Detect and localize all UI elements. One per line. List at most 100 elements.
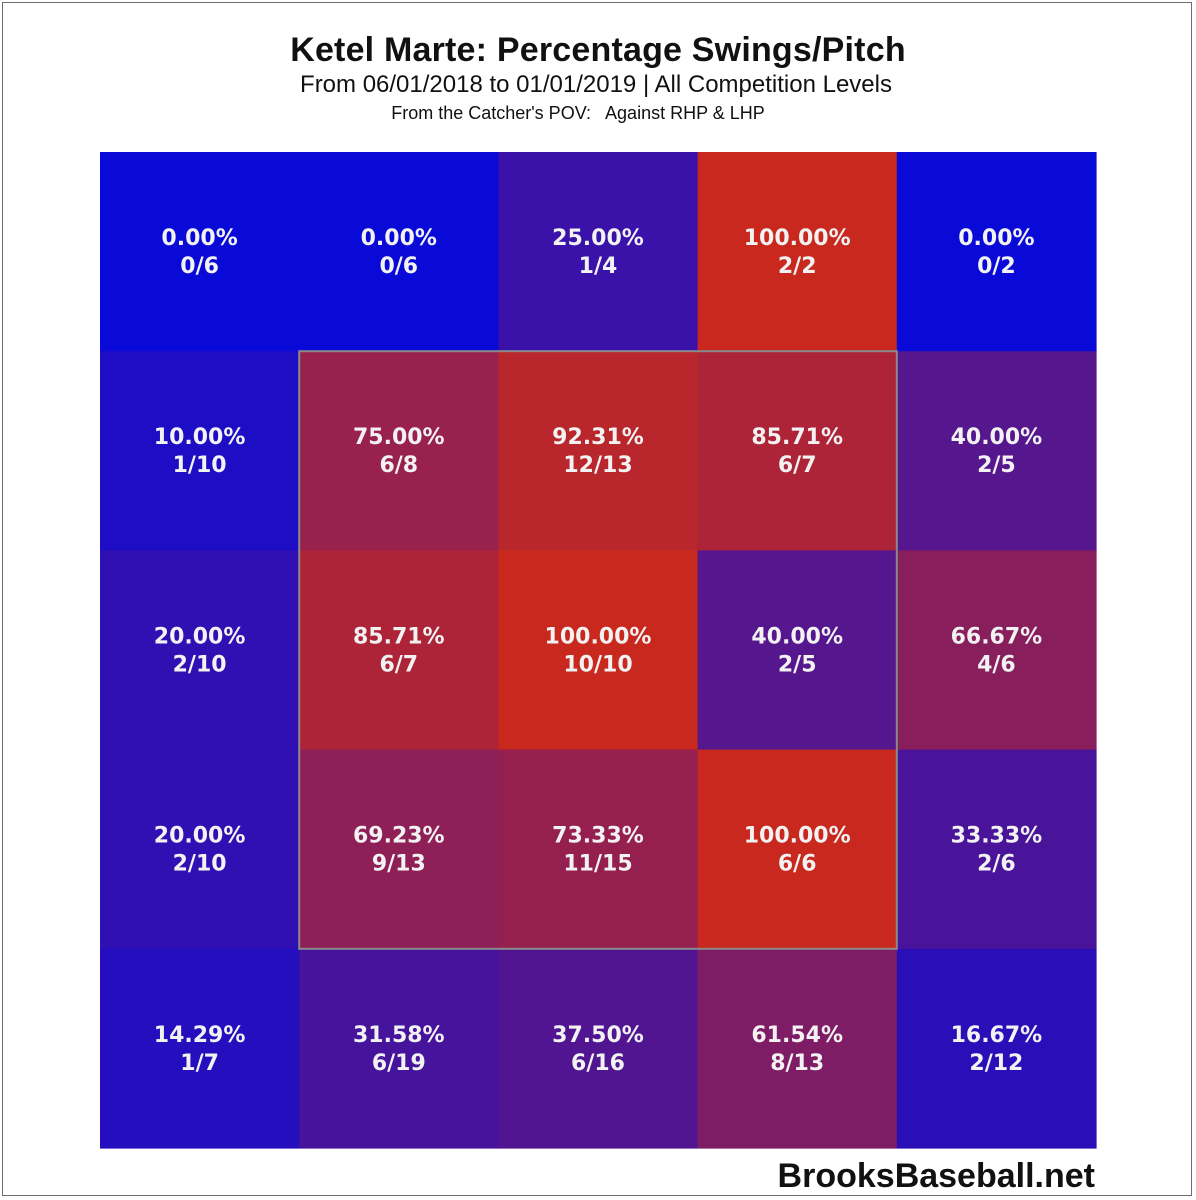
zone-cell-fraction: 2/6 <box>977 852 1016 877</box>
zone-cell-fraction: 2/10 <box>173 852 227 877</box>
zone-cell-percentage: 0.00% <box>161 226 237 251</box>
zone-cell-percentage: 0.00% <box>361 226 437 251</box>
zone-cell-fraction: 1/7 <box>180 1051 219 1076</box>
zone-cell-percentage: 31.58% <box>353 1023 445 1048</box>
zone-cell-r2-c5: 40.00% 2/5 <box>896 351 1097 551</box>
zone-cell-r3-c5: 66.67% 4/6 <box>896 550 1097 751</box>
zone-cell-fraction: 6/7 <box>778 453 817 478</box>
zone-cell-fill <box>896 152 1097 352</box>
zone-cell-fraction: 0/6 <box>379 254 418 279</box>
zone-cell-fill <box>299 351 499 551</box>
zone-cell-r5-c5: 16.67% 2/12 <box>896 948 1097 1149</box>
zone-cell-fraction: 6/8 <box>379 453 418 478</box>
zone-cell-fraction: 8/13 <box>770 1051 824 1076</box>
zone-cell-percentage: 85.71% <box>353 624 445 649</box>
zone-cell-fill <box>697 152 898 352</box>
zone-cell-r5-c1: 14.29% 1/7 <box>100 948 300 1149</box>
zone-cell-fraction: 10/10 <box>563 652 632 677</box>
zone-cell-percentage: 0.00% <box>958 226 1034 251</box>
zone-cell-fraction: 2/12 <box>969 1051 1023 1076</box>
zone-cell-fill <box>498 749 699 950</box>
zone-cell-fraction: 12/13 <box>563 453 632 478</box>
zone-cell-percentage: 33.33% <box>951 824 1043 849</box>
zone-cell-fill <box>697 948 898 1149</box>
zone-cell-fraction: 11/15 <box>563 852 632 877</box>
zone-cell-percentage: 100.00% <box>744 824 851 849</box>
zone-cell-fill <box>498 152 699 352</box>
zone-cell-r2-c3: 92.31% 12/13 <box>498 351 699 551</box>
zone-cell-r1-c3: 25.00% 1/4 <box>498 152 699 352</box>
zone-cell-percentage: 20.00% <box>154 824 246 849</box>
zone-cell-fraction: 0/2 <box>977 254 1016 279</box>
zone-cell-fraction: 1/10 <box>173 453 227 478</box>
zone-cell-r5-c2: 31.58% 6/19 <box>299 948 499 1149</box>
zone-cell-fill <box>697 351 898 551</box>
zone-cell-fraction: 4/6 <box>977 652 1016 677</box>
zone-cell-percentage: 10.00% <box>154 425 246 450</box>
zone-cell-fraction: 9/13 <box>372 852 426 877</box>
zone-cell-r2-c4: 85.71% 6/7 <box>697 351 898 551</box>
zone-cell-fraction: 6/16 <box>571 1051 625 1076</box>
zone-cell-percentage: 61.54% <box>751 1023 843 1048</box>
zone-cell-fraction: 6/19 <box>372 1051 426 1076</box>
zone-cell-fraction: 2/5 <box>977 453 1016 478</box>
zone-cell-fraction: 2/10 <box>173 652 227 677</box>
zone-cell-fill <box>100 351 300 551</box>
zone-cell-r3-c2: 85.71% 6/7 <box>299 550 499 751</box>
zone-cell-r4-c4: 100.00% 6/6 <box>697 749 898 950</box>
zone-cell-fill <box>896 550 1097 751</box>
zone-cell-r1-c4: 100.00% 2/2 <box>697 152 898 352</box>
zone-cell-percentage: 100.00% <box>545 624 652 649</box>
zone-cell-r4-c1: 20.00% 2/10 <box>100 749 300 950</box>
zone-cell-percentage: 25.00% <box>552 226 644 251</box>
zone-cell-r5-c4: 61.54% 8/13 <box>697 948 898 1149</box>
zone-cell-fill <box>100 550 300 751</box>
zone-cell-fill <box>299 152 499 352</box>
zone-cell-fill <box>896 351 1097 551</box>
zone-cell-r1-c2: 0.00% 0/6 <box>299 152 499 352</box>
zone-cell-percentage: 40.00% <box>751 624 843 649</box>
zone-cell-fraction: 0/6 <box>180 254 219 279</box>
zone-cell-percentage: 37.50% <box>552 1023 644 1048</box>
brooksbaseball-watermark: BrooksBaseball.net <box>777 1157 1095 1195</box>
zone-cell-percentage: 92.31% <box>552 425 644 450</box>
zone-cell-fill <box>100 152 300 352</box>
zone-cell-percentage: 73.33% <box>552 824 644 849</box>
zone-cell-fraction: 2/5 <box>778 652 817 677</box>
zone-cell-r3-c1: 20.00% 2/10 <box>100 550 300 751</box>
zone-cell-fill <box>896 948 1097 1149</box>
zone-cell-fill <box>299 749 499 950</box>
zone-cell-percentage: 40.00% <box>951 425 1043 450</box>
zone-cell-fill <box>299 550 499 751</box>
zone-cell-r2-c2: 75.00% 6/8 <box>299 351 499 551</box>
chart-subtitle-pov: From the Catcher's POV: Against RHP & LH… <box>391 103 765 123</box>
zone-cell-fraction: 6/7 <box>379 652 418 677</box>
chart-subtitle: From 06/01/2018 to 01/01/2019 | All Comp… <box>300 71 892 98</box>
zone-cell-fill <box>498 351 699 551</box>
zone-cell-r4-c3: 73.33% 11/15 <box>498 749 699 950</box>
zone-cell-fill <box>498 948 699 1149</box>
chart-title: Ketel Marte: Percentage Swings/Pitch <box>290 31 906 69</box>
zone-cell-fraction: 6/6 <box>778 852 817 877</box>
zone-cell-fraction: 2/2 <box>778 254 817 279</box>
zone-cell-percentage: 14.29% <box>154 1023 246 1048</box>
zone-cell-fill <box>697 749 898 950</box>
zone-cell-fill <box>498 550 699 751</box>
zone-cell-percentage: 75.00% <box>353 425 445 450</box>
zone-cell-percentage: 16.67% <box>951 1023 1043 1048</box>
zone-cell-percentage: 85.71% <box>751 425 843 450</box>
zone-cell-r2-c1: 10.00% 1/10 <box>100 351 300 551</box>
zone-cell-fill <box>299 948 499 1149</box>
zone-cell-fill <box>697 550 898 751</box>
zone-cell-r5-c3: 37.50% 6/16 <box>498 948 699 1149</box>
zone-cell-fraction: 1/4 <box>579 254 618 279</box>
zone-cell-percentage: 20.00% <box>154 624 246 649</box>
strike-zone-outline <box>298 350 898 950</box>
zone-cell-fill <box>100 948 300 1149</box>
zone-cell-r3-c4: 40.00% 2/5 <box>697 550 898 751</box>
zone-cell-percentage: 66.67% <box>951 624 1043 649</box>
zone-cell-fill <box>100 749 300 950</box>
zone-cell-r4-c2: 69.23% 9/13 <box>299 749 499 950</box>
zone-cell-percentage: 100.00% <box>744 226 851 251</box>
